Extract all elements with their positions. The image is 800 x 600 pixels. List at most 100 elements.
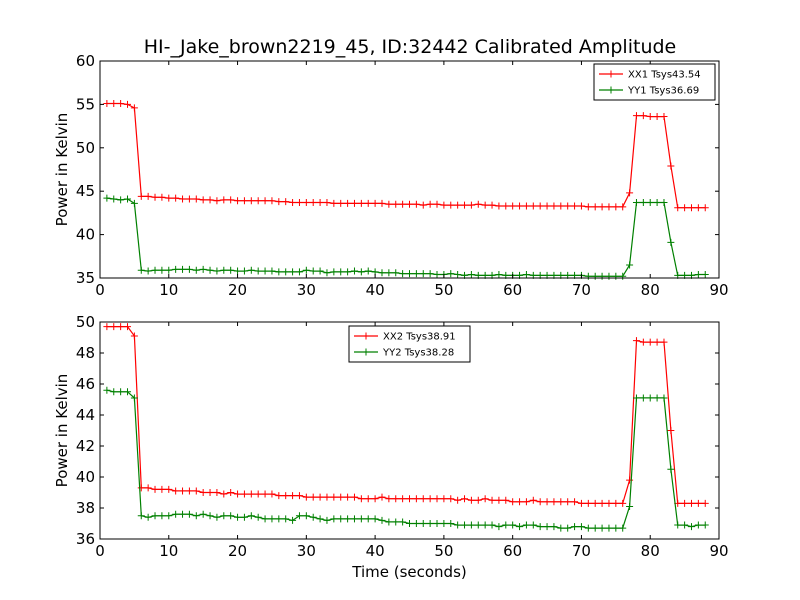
data-point (110, 100, 118, 108)
y-tick-label: 60 (76, 52, 95, 70)
x-tick-label: 40 (366, 281, 385, 299)
data-point (130, 394, 138, 402)
data-point (412, 495, 420, 503)
data-point (309, 198, 317, 206)
data-point (687, 523, 695, 531)
data-point (440, 495, 448, 503)
data-point (626, 261, 634, 269)
data-point (454, 521, 462, 529)
data-point (584, 499, 592, 507)
data-point (646, 338, 654, 346)
data-point (330, 268, 338, 276)
data-point (302, 198, 310, 206)
data-point (406, 270, 413, 278)
data-point (701, 499, 709, 507)
data-point (282, 515, 290, 523)
top-plot: 0 10 20 30 40 50 60 70 80 90 35 40 45 50 55 60 Power in … (53, 52, 729, 299)
data-point (179, 487, 187, 495)
data-point (309, 513, 317, 521)
data-point (529, 202, 537, 210)
data-point (185, 487, 193, 495)
data-point (199, 196, 207, 204)
data-point (302, 266, 310, 274)
x-tick-label: 90 (709, 542, 728, 560)
legend-entry: YY1 Tsys36.69 (599, 86, 699, 97)
data-point (364, 199, 372, 207)
data-point (234, 267, 242, 275)
data-point (275, 268, 283, 276)
data-point (364, 515, 372, 523)
legend-marker (607, 86, 615, 94)
data-point (124, 388, 132, 396)
data-point (357, 495, 365, 503)
axes-frame (99, 321, 720, 540)
data-point (220, 196, 228, 204)
data-point (454, 496, 462, 504)
data-point (316, 493, 324, 501)
data-point (316, 515, 324, 523)
data-point (605, 203, 613, 211)
data-point (488, 496, 496, 504)
data-point (495, 202, 503, 210)
data-point (543, 498, 551, 506)
x-tick-label: 40 (366, 542, 385, 560)
data-point (667, 238, 675, 246)
data-point (130, 104, 138, 112)
data-point (158, 266, 166, 274)
data-point (591, 203, 599, 211)
data-point (660, 113, 668, 121)
axes-frame (99, 60, 720, 279)
data-point (406, 495, 413, 503)
data-point (447, 520, 455, 527)
data-point (591, 499, 599, 507)
data-point (626, 476, 634, 484)
legend-label: YY2 Tsys38.28 (382, 348, 454, 359)
data-point (687, 499, 695, 507)
x-tick-label: 30 (297, 542, 316, 560)
data-point (612, 499, 620, 507)
data-point (550, 498, 558, 506)
data-point (378, 269, 386, 277)
data-point (694, 204, 702, 212)
data-point (550, 202, 558, 210)
data-point (364, 267, 372, 275)
data-point (516, 498, 524, 506)
data-point (516, 523, 524, 531)
data-point (185, 510, 193, 518)
x-tick-label: 30 (297, 281, 316, 299)
data-point (632, 112, 640, 120)
data-point (344, 515, 352, 523)
data-point (406, 520, 413, 527)
data-point (612, 272, 620, 280)
data-point (213, 489, 221, 496)
bottom-plot: 0 10 20 30 40 50 60 70 80 90 36 38 40 42 44 46 48 50 Power… (53, 313, 729, 581)
data-point (557, 202, 565, 210)
data-point (467, 496, 475, 504)
data-point (247, 512, 255, 520)
series-yy2 (103, 386, 709, 532)
x-tick-label: 90 (709, 281, 728, 299)
data-point (268, 267, 276, 275)
data-point (289, 198, 297, 206)
data-point (543, 202, 551, 210)
data-point (653, 338, 661, 346)
data-point (646, 394, 654, 402)
data-point (467, 271, 475, 279)
data-point (598, 524, 606, 532)
data-point (158, 485, 166, 493)
legend-box (593, 63, 716, 101)
data-point (240, 513, 248, 521)
data-point (653, 198, 661, 206)
data-point (247, 197, 255, 205)
y-tick-label: 55 (76, 95, 95, 113)
data-point (399, 270, 407, 278)
data-point (227, 512, 235, 520)
data-point (433, 495, 441, 503)
data-point (543, 523, 551, 531)
data-point (151, 266, 159, 274)
data-point (165, 194, 173, 202)
data-point (247, 490, 255, 498)
data-point (350, 267, 358, 275)
x-tick-label: 0 (95, 281, 105, 299)
data-point (117, 100, 125, 108)
